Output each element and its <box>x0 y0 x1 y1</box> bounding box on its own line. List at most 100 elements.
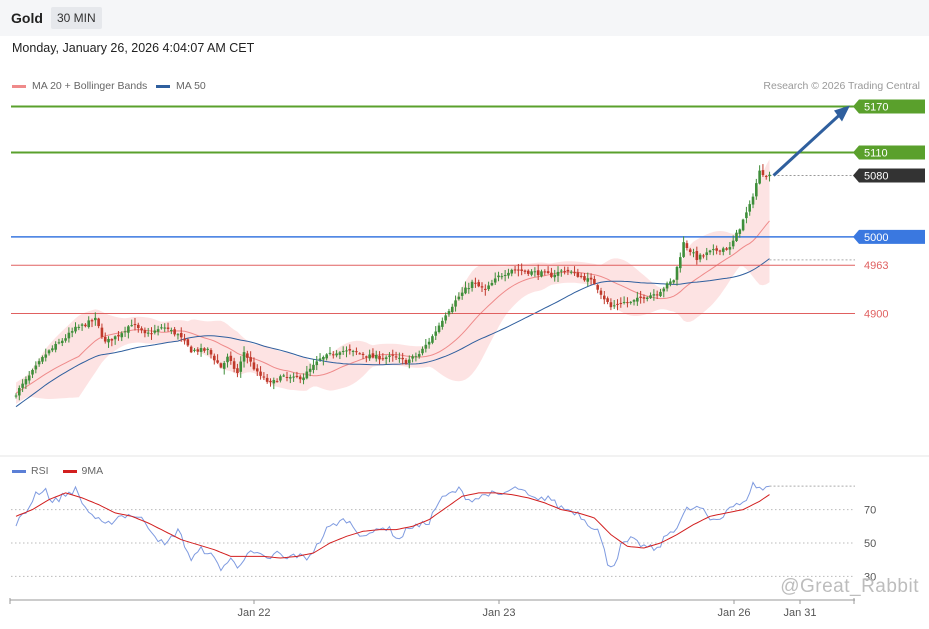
candle-body <box>735 232 738 242</box>
x-tick-label: Jan 31 <box>783 607 816 619</box>
candle-body <box>335 353 338 356</box>
candle-body <box>391 354 395 356</box>
candle-body <box>708 250 712 253</box>
candle-body <box>209 350 213 355</box>
rsi-9ma-line <box>15 492 770 559</box>
candle-body <box>530 271 533 275</box>
candle-body <box>616 303 619 305</box>
candle-body <box>497 275 500 278</box>
candle-body <box>365 356 368 358</box>
candle-body <box>487 285 490 290</box>
candle-body <box>381 358 385 360</box>
candle-body <box>318 358 322 361</box>
candle-body <box>265 377 269 382</box>
candle-body <box>718 250 722 252</box>
legend-label: RSI <box>31 465 49 477</box>
candle-body <box>629 301 633 303</box>
candle-body <box>170 329 173 331</box>
candle-body <box>18 387 21 396</box>
candle-body <box>533 271 537 273</box>
candle-body <box>351 350 355 352</box>
timeframe-badge[interactable]: 30 MIN <box>51 7 102 29</box>
candle-body <box>768 174 771 177</box>
candle-body <box>573 272 576 274</box>
candle-body <box>203 348 206 351</box>
candle-body <box>467 288 471 290</box>
candle-body <box>606 298 609 302</box>
candle-body <box>97 318 100 327</box>
candle-body <box>176 334 180 336</box>
candle-body <box>179 332 183 338</box>
candle-body <box>341 350 345 352</box>
candle-body <box>589 277 593 280</box>
candle-body <box>741 219 745 231</box>
candle-body <box>672 280 675 283</box>
candle-body <box>87 320 91 328</box>
candle-body <box>57 342 61 344</box>
candle-body <box>67 332 71 339</box>
candle-body <box>642 297 646 299</box>
candle-body <box>712 249 715 251</box>
candle-body <box>262 376 266 378</box>
candle-body <box>427 341 431 345</box>
timestamp: Monday, January 26, 2026 4:04:07 AM CET <box>12 41 255 55</box>
candle-body <box>507 272 510 276</box>
rsi-tick-label: 30 <box>864 571 876 583</box>
candle-body <box>556 271 560 276</box>
legend-swatch <box>12 84 26 88</box>
level-label-4963: 4963 <box>864 260 888 272</box>
candle-body <box>470 281 474 288</box>
candle-body <box>500 276 504 278</box>
candle-body <box>345 350 348 352</box>
candle-body <box>659 291 662 297</box>
candle-body <box>226 356 229 363</box>
candle-body <box>44 354 48 358</box>
candle-body <box>593 278 596 284</box>
candle-body <box>173 329 176 335</box>
candle-body <box>37 361 41 365</box>
candle-body <box>546 271 550 274</box>
candle-body <box>728 247 732 250</box>
rsi-line <box>15 481 770 572</box>
rsi-tick-label: 50 <box>864 538 876 550</box>
candle-body <box>51 348 54 351</box>
candle-body <box>394 356 398 358</box>
candle-body <box>649 295 652 299</box>
candle-body <box>100 327 104 337</box>
candles-group <box>14 164 771 401</box>
candle-body <box>599 290 603 295</box>
candle-body <box>269 380 272 383</box>
candle-body <box>27 375 31 381</box>
candle-body <box>160 327 163 329</box>
candle-body <box>715 248 718 251</box>
candle-body <box>721 248 725 252</box>
candle-body <box>123 331 127 333</box>
candle-body <box>444 315 447 321</box>
candle-body <box>484 288 487 290</box>
candle-body <box>355 351 358 353</box>
candle-body <box>510 269 514 274</box>
candle-body <box>14 395 18 397</box>
candle-body <box>90 320 94 322</box>
candle-body <box>401 357 404 360</box>
candle-body <box>305 371 309 379</box>
candle-body <box>560 270 563 272</box>
level-label-5000: 5000 <box>864 232 888 244</box>
candle-body <box>705 252 709 256</box>
candle-body <box>622 301 626 303</box>
candle-body <box>84 324 87 327</box>
watermark: @Great_Rabbit <box>780 576 919 597</box>
level-label-5080: 5080 <box>864 171 888 183</box>
candle-body <box>325 354 328 359</box>
candle-body <box>275 381 279 383</box>
level-tag-5170 <box>853 99 925 114</box>
candle-body <box>229 355 233 361</box>
candle-body <box>74 326 77 332</box>
candle-body <box>156 329 160 332</box>
candle-body <box>447 311 451 315</box>
candle-body <box>755 183 758 197</box>
candle-body <box>331 354 335 356</box>
candle-body <box>143 330 147 334</box>
candle-body <box>490 283 494 286</box>
